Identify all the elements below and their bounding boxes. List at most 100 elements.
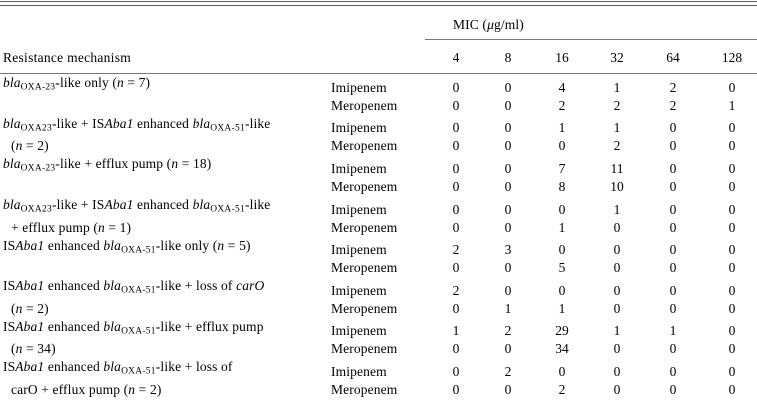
table-top-rule bbox=[0, 1, 757, 6]
mic-count-cell: 1 bbox=[613, 323, 621, 339]
antibiotic-cell: Meropenem bbox=[331, 178, 398, 194]
mic-count-cell: 2 bbox=[558, 97, 566, 113]
mechanism-cell: blaOXA-23-like + efflux pump (n = 18) bbox=[3, 156, 212, 174]
mic-count-cell: 0 bbox=[669, 120, 677, 136]
mechanism-cell: (n = 2) bbox=[11, 300, 49, 316]
mic-count-cell: 0 bbox=[452, 260, 460, 276]
mic-count-cell: 0 bbox=[669, 178, 677, 194]
mechanism-cell: ISAba1 enhanced blaOXA-51-like + loss of… bbox=[3, 278, 265, 296]
mic-count-cell: 0 bbox=[452, 97, 460, 113]
mic-count-cell: 0 bbox=[669, 219, 677, 235]
table-row: ISAba1 enhanced blaOXA-51-like + loss of… bbox=[0, 358, 757, 381]
antibiotic-cell: Imipenem bbox=[331, 120, 387, 136]
mechanism-cell: ISAba1 enhanced blaOXA-51-like only (n =… bbox=[3, 237, 251, 256]
mic-count-cell: 0 bbox=[558, 201, 566, 217]
mic-count-cell: 0 bbox=[504, 97, 512, 113]
mic-count-cell: 5 bbox=[558, 260, 566, 276]
mic-count-cell: 0 bbox=[452, 364, 460, 380]
mic-count-cell: 0 bbox=[669, 201, 677, 217]
mic-count-cell: 0 bbox=[669, 300, 677, 316]
mic-count-cell: 0 bbox=[728, 323, 736, 339]
mic-count-cell: 0 bbox=[452, 160, 460, 176]
mic-count-cell: 2 bbox=[669, 79, 677, 95]
mic-count-cell: 7 bbox=[558, 160, 566, 176]
antibiotic-cell: Meropenem bbox=[331, 382, 398, 398]
table-row: blaOXA-23-like + efflux pump (n = 18) Imi… bbox=[0, 155, 757, 178]
mic-count-cell: 2 bbox=[669, 97, 677, 113]
mic-count-cell: 29 bbox=[555, 323, 569, 339]
mic-count-cell: 0 bbox=[669, 341, 677, 357]
mechanism-cell: (n = 2) bbox=[11, 138, 49, 154]
mic-count-cell: 0 bbox=[728, 219, 736, 235]
mic-count-cell: 0 bbox=[452, 382, 460, 398]
mechanism-cell bbox=[0, 259, 325, 277]
mic-count-cell: 1 bbox=[669, 323, 677, 339]
mic-count-cell: 0 bbox=[558, 242, 566, 258]
mic-count-cell: 2 bbox=[613, 138, 621, 154]
mic-count-cell: 0 bbox=[613, 242, 621, 258]
mic-col-header: 8 bbox=[477, 39, 529, 74]
mic-col-header: 4 bbox=[425, 39, 477, 74]
mic-count-cell: 0 bbox=[728, 300, 736, 316]
table-row: ISAba1 enhanced blaOXA-51-like + efflux … bbox=[0, 318, 757, 341]
antibiotic-cell: Meropenem bbox=[331, 97, 398, 113]
mic-count-cell: 0 bbox=[504, 282, 512, 298]
mic-count-cell: 0 bbox=[452, 219, 460, 235]
mic-count-cell: 0 bbox=[728, 364, 736, 380]
mic-count-cell: 0 bbox=[452, 138, 460, 154]
antibiotic-cell: Meropenem bbox=[331, 300, 398, 316]
mic-count-cell: 1 bbox=[558, 300, 566, 316]
mic-count-cell: 0 bbox=[504, 178, 512, 194]
mic-count-cell: 0 bbox=[504, 79, 512, 95]
antibiotic-cell: Meropenem bbox=[331, 341, 398, 357]
table-row: (n = 2) Meropenem 0 1 1 0 0 0 bbox=[0, 300, 757, 318]
antibiotic-cell: Imipenem bbox=[331, 201, 387, 217]
mic-count-cell: 0 bbox=[728, 138, 736, 154]
mic-count-cell: 0 bbox=[613, 300, 621, 316]
mechanism-cell: carO + efflux pump (n = 2) bbox=[11, 382, 162, 398]
mic-count-cell: 0 bbox=[613, 260, 621, 276]
mic-count-cell: 0 bbox=[669, 138, 677, 154]
table-row: blaOXA23-like + ISAba1 enhanced blaOXA-5… bbox=[0, 196, 757, 219]
mic-count-cell: 2 bbox=[504, 323, 512, 339]
mic-count-cell: 0 bbox=[669, 242, 677, 258]
mic-count-cell: 0 bbox=[452, 178, 460, 194]
mic-count-cell: 0 bbox=[452, 120, 460, 136]
table-row: blaOXA-23-like only (n = 7) Imipenem 0 0 4 1 2… bbox=[0, 74, 757, 97]
mic-count-cell: 1 bbox=[452, 323, 460, 339]
mic-count-cell: 1 bbox=[558, 219, 566, 235]
mic-count-cell: 0 bbox=[504, 382, 512, 398]
mic-count-cell: 1 bbox=[504, 300, 512, 316]
mic-count-cell: 0 bbox=[504, 138, 512, 154]
mic-count-cell: 0 bbox=[558, 364, 566, 380]
mic-count-cell: 0 bbox=[504, 160, 512, 176]
mic-group-header: MIC (μg/ml) bbox=[425, 6, 757, 40]
antibiotic-cell: Meropenem bbox=[331, 260, 398, 276]
resistance-mechanism-header: Resistance mechanism bbox=[0, 39, 425, 74]
antibiotic-cell: Imipenem bbox=[331, 79, 387, 95]
mic-col-header: 64 bbox=[639, 39, 697, 74]
mic-group-label: MIC (μg/ml) bbox=[453, 17, 524, 32]
mic-count-cell: 0 bbox=[452, 300, 460, 316]
mic-count-cell: 2 bbox=[452, 282, 460, 298]
table-row: (n = 34) Meropenem 0 0 34 0 0 0 bbox=[0, 340, 757, 358]
mechanism-cell: (n = 34) bbox=[11, 341, 56, 357]
mic-count-cell: 1 bbox=[613, 120, 621, 136]
antibiotic-cell: Imipenem bbox=[331, 160, 387, 176]
mic-count-cell: 0 bbox=[613, 219, 621, 235]
mechanism-cell bbox=[0, 97, 325, 115]
table-row: blaOXA23-like + ISAba1 enhanced blaOXA-5… bbox=[0, 115, 757, 138]
mechanism-cell bbox=[0, 178, 325, 196]
mic-count-cell: 0 bbox=[613, 364, 621, 380]
mic-count-cell: 0 bbox=[669, 364, 677, 380]
mic-count-cell: 4 bbox=[558, 79, 566, 95]
table-row: Meropenem 0 0 2 2 2 1 bbox=[0, 97, 757, 115]
mic-count-cell: 8 bbox=[558, 178, 566, 194]
mic-count-cell: 0 bbox=[504, 120, 512, 136]
mic-count-cell: 0 bbox=[669, 282, 677, 298]
mic-col-header: 16 bbox=[529, 39, 585, 74]
header-spacer-cell bbox=[0, 6, 425, 40]
mic-count-cell: 0 bbox=[728, 79, 736, 95]
mic-count-cell: 0 bbox=[504, 219, 512, 235]
mic-count-cell: 0 bbox=[728, 260, 736, 276]
